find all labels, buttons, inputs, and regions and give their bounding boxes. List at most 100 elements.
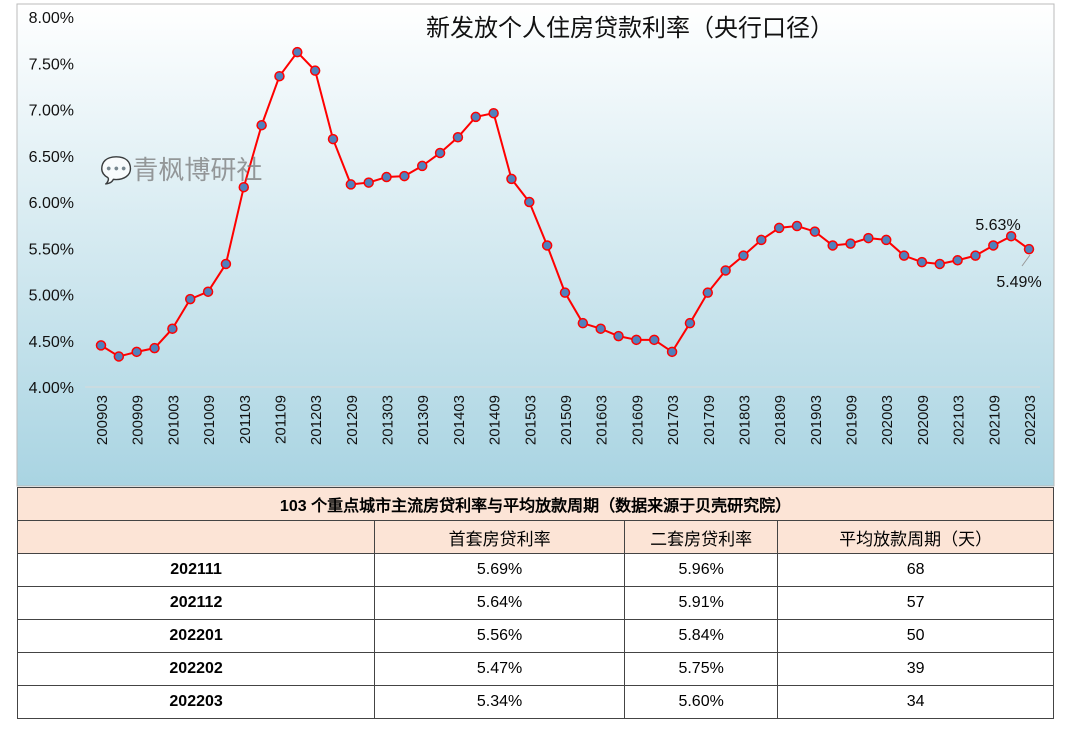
data-point — [577, 317, 589, 329]
data-point — [631, 334, 642, 346]
data-point — [738, 250, 749, 261]
data-point — [220, 258, 232, 270]
x-tick-label: 202203 — [1022, 395, 1039, 445]
data-point — [524, 196, 535, 208]
x-tick-label: 201703 — [665, 395, 682, 445]
data-point — [756, 234, 767, 246]
data-point — [470, 111, 482, 123]
data-point — [452, 132, 464, 143]
data-point — [666, 346, 678, 358]
wechat-icon: 💬 — [100, 156, 133, 186]
x-tick-label: 201603 — [594, 395, 611, 445]
x-tick-label: 201009 — [201, 395, 218, 445]
data-point — [791, 220, 803, 232]
data-point — [827, 240, 838, 251]
data-point — [381, 171, 392, 183]
data-point — [238, 181, 250, 193]
x-tick-label: 201803 — [736, 395, 753, 445]
data-point — [970, 250, 981, 261]
y-tick-label: 7.50% — [29, 56, 74, 73]
data-point — [988, 240, 999, 251]
chart-title: 新发放个人住房贷款利率（央行口径） — [426, 14, 834, 42]
data-point — [327, 133, 339, 145]
data-point — [809, 226, 821, 237]
x-tick-label: 201809 — [772, 395, 789, 445]
data-point — [863, 232, 874, 244]
data-point — [720, 265, 731, 276]
column-header — [16, 520, 376, 554]
table-row: 202111 5.69% 5.96% 68 — [16, 553, 1054, 587]
table-cell: 202111 — [16, 553, 376, 587]
table-cell: 50 — [777, 619, 1054, 653]
table-cell: 68 — [777, 553, 1054, 587]
data-point — [1023, 243, 1035, 255]
x-tick-label: 201303 — [380, 395, 397, 445]
table-row: 202202 5.47% 5.75% 39 — [16, 652, 1054, 686]
data-point — [274, 70, 285, 82]
x-tick-label: 200909 — [130, 395, 147, 445]
data-point — [292, 46, 303, 58]
data-point — [952, 255, 963, 266]
data-point — [613, 330, 624, 342]
table-cell: 39 — [777, 652, 1054, 686]
data-point — [648, 334, 660, 346]
table-row: 202201 5.56% 5.84% 50 — [16, 619, 1054, 653]
watermark-text: 青枫博研社 — [132, 156, 263, 186]
x-tick-label: 201209 — [344, 395, 361, 445]
data-point — [149, 342, 160, 354]
table-cell: 5.75% — [623, 652, 779, 686]
table-cell: 34 — [777, 685, 1054, 719]
table-title: 103 个重点城市主流房贷利率与平均放款周期（数据来源于贝壳研究院） — [17, 487, 1054, 521]
data-point — [434, 147, 446, 159]
data-point — [541, 240, 553, 251]
data-point — [113, 351, 125, 362]
table-cell: 202112 — [16, 586, 376, 620]
table-cell: 5.69% — [374, 553, 625, 587]
x-tick-label: 201709 — [701, 395, 718, 445]
data-point — [95, 340, 107, 351]
table-cell: 5.64% — [374, 586, 625, 620]
table-cell: 5.34% — [374, 685, 625, 719]
data-point — [684, 317, 696, 329]
y-tick-label: 4.00% — [29, 380, 74, 397]
x-tick-label: 202103 — [951, 395, 968, 445]
x-tick-label: 202003 — [879, 395, 896, 445]
x-tick-label: 200903 — [94, 395, 111, 445]
data-label: 5.63% — [975, 217, 1020, 234]
data-point — [898, 250, 910, 261]
table-cell: 202203 — [16, 685, 376, 719]
x-tick-label: 201203 — [308, 395, 325, 445]
rate-line-chart: 新发放个人住房贷款利率（央行口径） 4.00% 4.50% 5.00% 5.50% 6.… — [16, 3, 1055, 487]
data-point — [309, 65, 321, 76]
data-point — [773, 222, 785, 234]
watermark: 💬青枫博研社 — [100, 150, 262, 187]
data-point — [595, 323, 606, 334]
y-tick-label: 8.00% — [29, 10, 74, 27]
x-tick-label: 201509 — [558, 395, 575, 445]
table-cell: 5.91% — [623, 586, 779, 620]
x-tick-label: 201903 — [808, 395, 825, 445]
data-point — [845, 238, 856, 249]
table-cell: 5.96% — [623, 553, 779, 587]
x-tick-label: 201503 — [522, 395, 539, 445]
table-cell: 5.47% — [374, 652, 625, 686]
data-point — [416, 160, 428, 172]
y-tick-label: 7.00% — [29, 103, 74, 120]
data-point — [916, 256, 928, 268]
table-cell: 202201 — [16, 619, 376, 653]
data-point — [131, 346, 142, 358]
column-header: 平均放款周期（天） — [777, 520, 1054, 554]
data-point — [1005, 230, 1017, 242]
table-cell: 5.60% — [623, 685, 779, 719]
y-tick-label: 6.00% — [29, 195, 74, 212]
x-tick-label: 201103 — [237, 395, 254, 444]
data-point — [506, 173, 517, 185]
data-label: 5.49% — [996, 274, 1041, 291]
table-cell: 57 — [777, 586, 1054, 620]
table-row: 202203 5.34% 5.60% 34 — [16, 685, 1054, 719]
column-header: 二套房贷利率 — [623, 520, 779, 554]
x-tick-label: 201109 — [272, 395, 289, 444]
y-tick-label: 4.50% — [29, 334, 74, 351]
data-point — [256, 119, 267, 131]
column-header: 首套房贷利率 — [374, 520, 625, 554]
